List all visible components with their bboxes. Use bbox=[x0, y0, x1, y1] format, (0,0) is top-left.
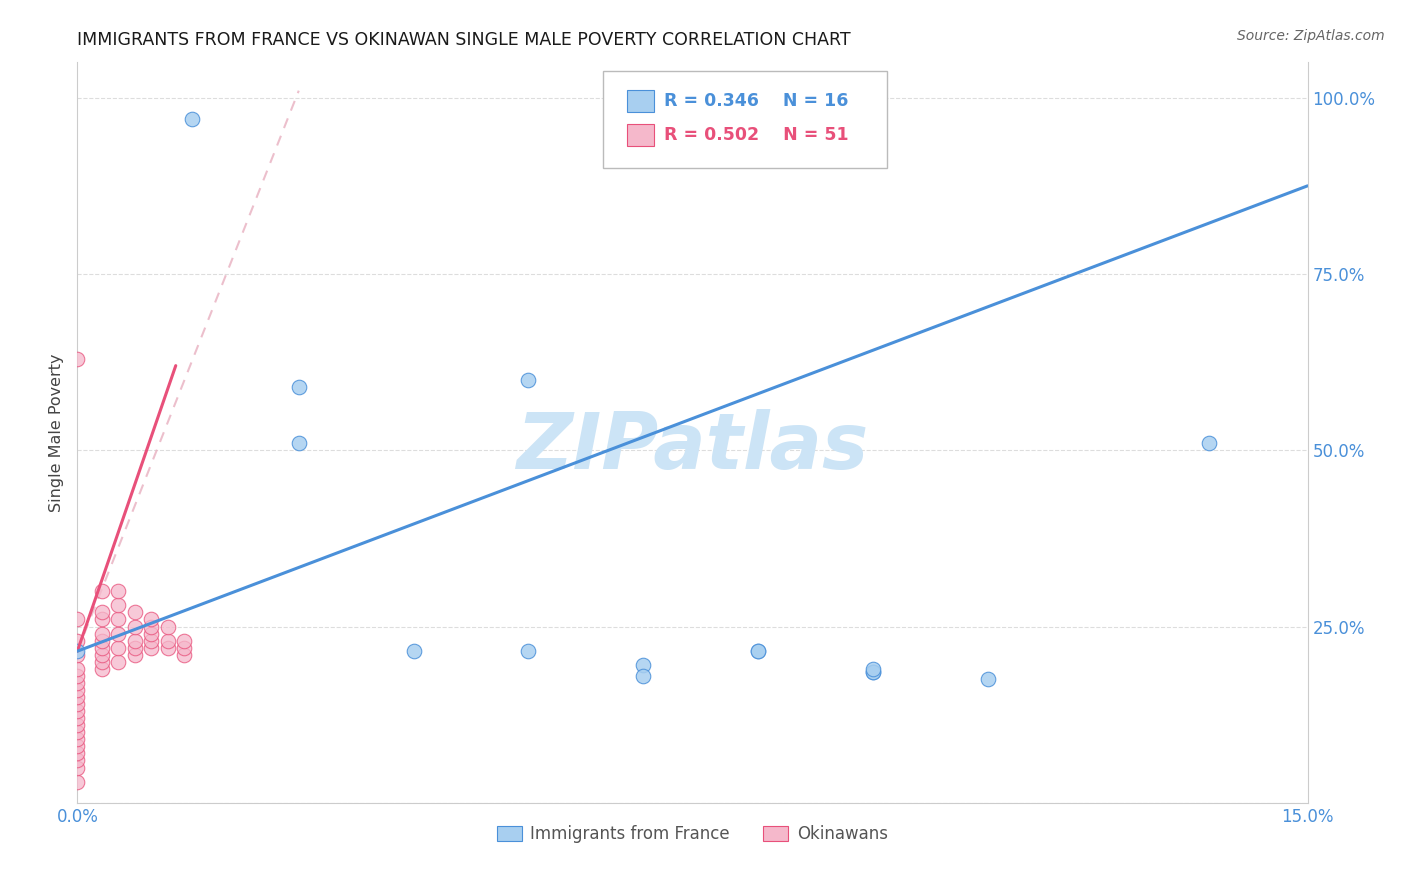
Point bbox=[66, 725, 89, 739]
Point bbox=[124, 640, 146, 655]
Point bbox=[747, 644, 769, 658]
Point bbox=[173, 648, 195, 662]
Point bbox=[141, 633, 163, 648]
Point bbox=[90, 640, 114, 655]
Point bbox=[141, 626, 163, 640]
Point bbox=[141, 640, 163, 655]
Point bbox=[66, 697, 89, 711]
Point bbox=[141, 612, 163, 626]
Point bbox=[66, 747, 89, 761]
Point bbox=[977, 673, 1000, 687]
Point bbox=[66, 774, 89, 789]
Point bbox=[124, 648, 146, 662]
Point bbox=[181, 112, 204, 126]
Point bbox=[156, 640, 179, 655]
Point bbox=[107, 640, 129, 655]
Point bbox=[156, 633, 179, 648]
FancyBboxPatch shape bbox=[627, 90, 654, 112]
Point bbox=[66, 760, 89, 774]
Point bbox=[66, 351, 89, 366]
Point bbox=[517, 373, 540, 387]
Point bbox=[66, 676, 89, 690]
Point bbox=[66, 633, 89, 648]
Point bbox=[66, 704, 89, 718]
Point bbox=[288, 380, 311, 394]
Point bbox=[66, 683, 89, 698]
Point bbox=[107, 626, 129, 640]
Point bbox=[402, 644, 425, 658]
Point bbox=[66, 669, 89, 683]
Point bbox=[1198, 436, 1220, 450]
Point bbox=[124, 619, 146, 633]
Point bbox=[66, 612, 89, 626]
Point bbox=[90, 662, 114, 676]
Point bbox=[107, 584, 129, 599]
Point bbox=[107, 599, 129, 613]
FancyBboxPatch shape bbox=[603, 71, 887, 169]
Point bbox=[90, 633, 114, 648]
Point bbox=[90, 626, 114, 640]
Point bbox=[66, 648, 89, 662]
Point bbox=[173, 640, 195, 655]
Text: Source: ZipAtlas.com: Source: ZipAtlas.com bbox=[1237, 29, 1385, 43]
Point bbox=[66, 739, 89, 754]
Point bbox=[124, 606, 146, 620]
Point bbox=[124, 633, 146, 648]
Point bbox=[66, 662, 89, 676]
Point bbox=[90, 655, 114, 669]
FancyBboxPatch shape bbox=[627, 124, 654, 146]
Point bbox=[90, 612, 114, 626]
Point bbox=[66, 718, 89, 732]
Point bbox=[862, 665, 884, 680]
Text: IMMIGRANTS FROM FRANCE VS OKINAWAN SINGLE MALE POVERTY CORRELATION CHART: IMMIGRANTS FROM FRANCE VS OKINAWAN SINGL… bbox=[77, 31, 851, 49]
Point bbox=[66, 732, 89, 747]
Point bbox=[66, 711, 89, 725]
Point bbox=[633, 658, 655, 673]
Point bbox=[862, 665, 884, 680]
Point bbox=[66, 644, 89, 658]
Text: R = 0.346    N = 16: R = 0.346 N = 16 bbox=[664, 92, 849, 110]
Point bbox=[90, 606, 114, 620]
Point bbox=[107, 612, 129, 626]
Point bbox=[517, 644, 540, 658]
Y-axis label: Single Male Poverty: Single Male Poverty bbox=[49, 353, 65, 512]
Point bbox=[90, 584, 114, 599]
Point bbox=[141, 619, 163, 633]
Point bbox=[173, 633, 195, 648]
Legend: Immigrants from France, Okinawans: Immigrants from France, Okinawans bbox=[491, 819, 894, 850]
Text: R = 0.502    N = 51: R = 0.502 N = 51 bbox=[664, 126, 849, 144]
Point bbox=[107, 655, 129, 669]
Point bbox=[156, 619, 179, 633]
Point bbox=[66, 754, 89, 768]
Text: ZIPatlas: ZIPatlas bbox=[516, 409, 869, 485]
Point bbox=[66, 690, 89, 704]
Point bbox=[633, 669, 655, 683]
Point bbox=[747, 644, 769, 658]
Point bbox=[288, 436, 311, 450]
Point bbox=[90, 648, 114, 662]
Point bbox=[862, 662, 884, 676]
